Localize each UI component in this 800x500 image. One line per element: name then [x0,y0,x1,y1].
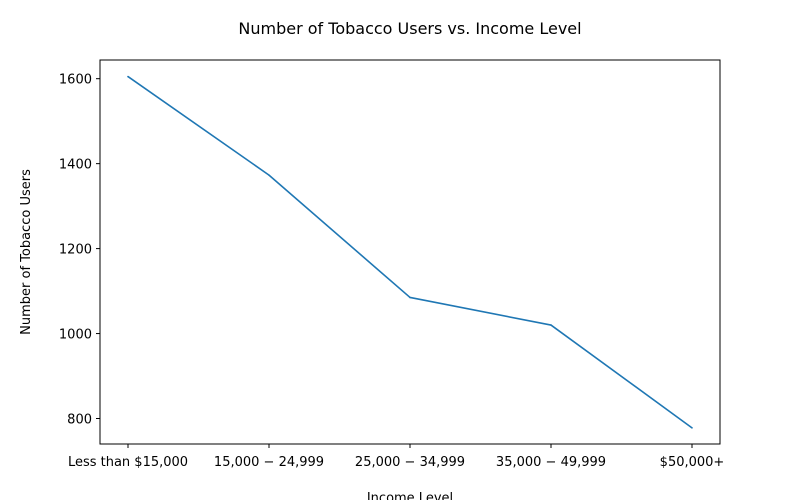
plot-frame [99,59,721,445]
data-point [268,174,270,176]
x-tick-label: 15,000 − 24,999 [214,455,324,470]
x-axis-ticks: Less than $15,000 15,000 − 24,999 25,000 −… [68,444,724,470]
y-tick-label: 800 [67,413,92,428]
x-tick-label: 25,000 − 34,999 [355,455,465,470]
x-tick-label: Less than $15,000 [68,455,188,470]
y-tick-label: 1600 [59,73,92,88]
x-tick-label: 35,000 − 49,999 [496,455,606,470]
data-point [691,427,693,429]
y-tick-label: 1200 [59,243,92,258]
y-axis-ticks: 800 1000 1200 1400 1600 [59,73,100,428]
x-tick-label: $50,000+ [660,455,725,470]
data-point [550,324,552,326]
chart-title: Number of Tobacco Users vs. Income Level [238,19,581,38]
y-tick-label: 1000 [59,328,92,343]
series-layer [127,75,693,429]
data-point [409,296,411,299]
y-tick-label: 1400 [59,158,92,173]
y-axis-label: Number of Tobacco Users [19,169,34,335]
x-axis-label: Income Level [367,491,453,500]
data-point [127,75,129,78]
